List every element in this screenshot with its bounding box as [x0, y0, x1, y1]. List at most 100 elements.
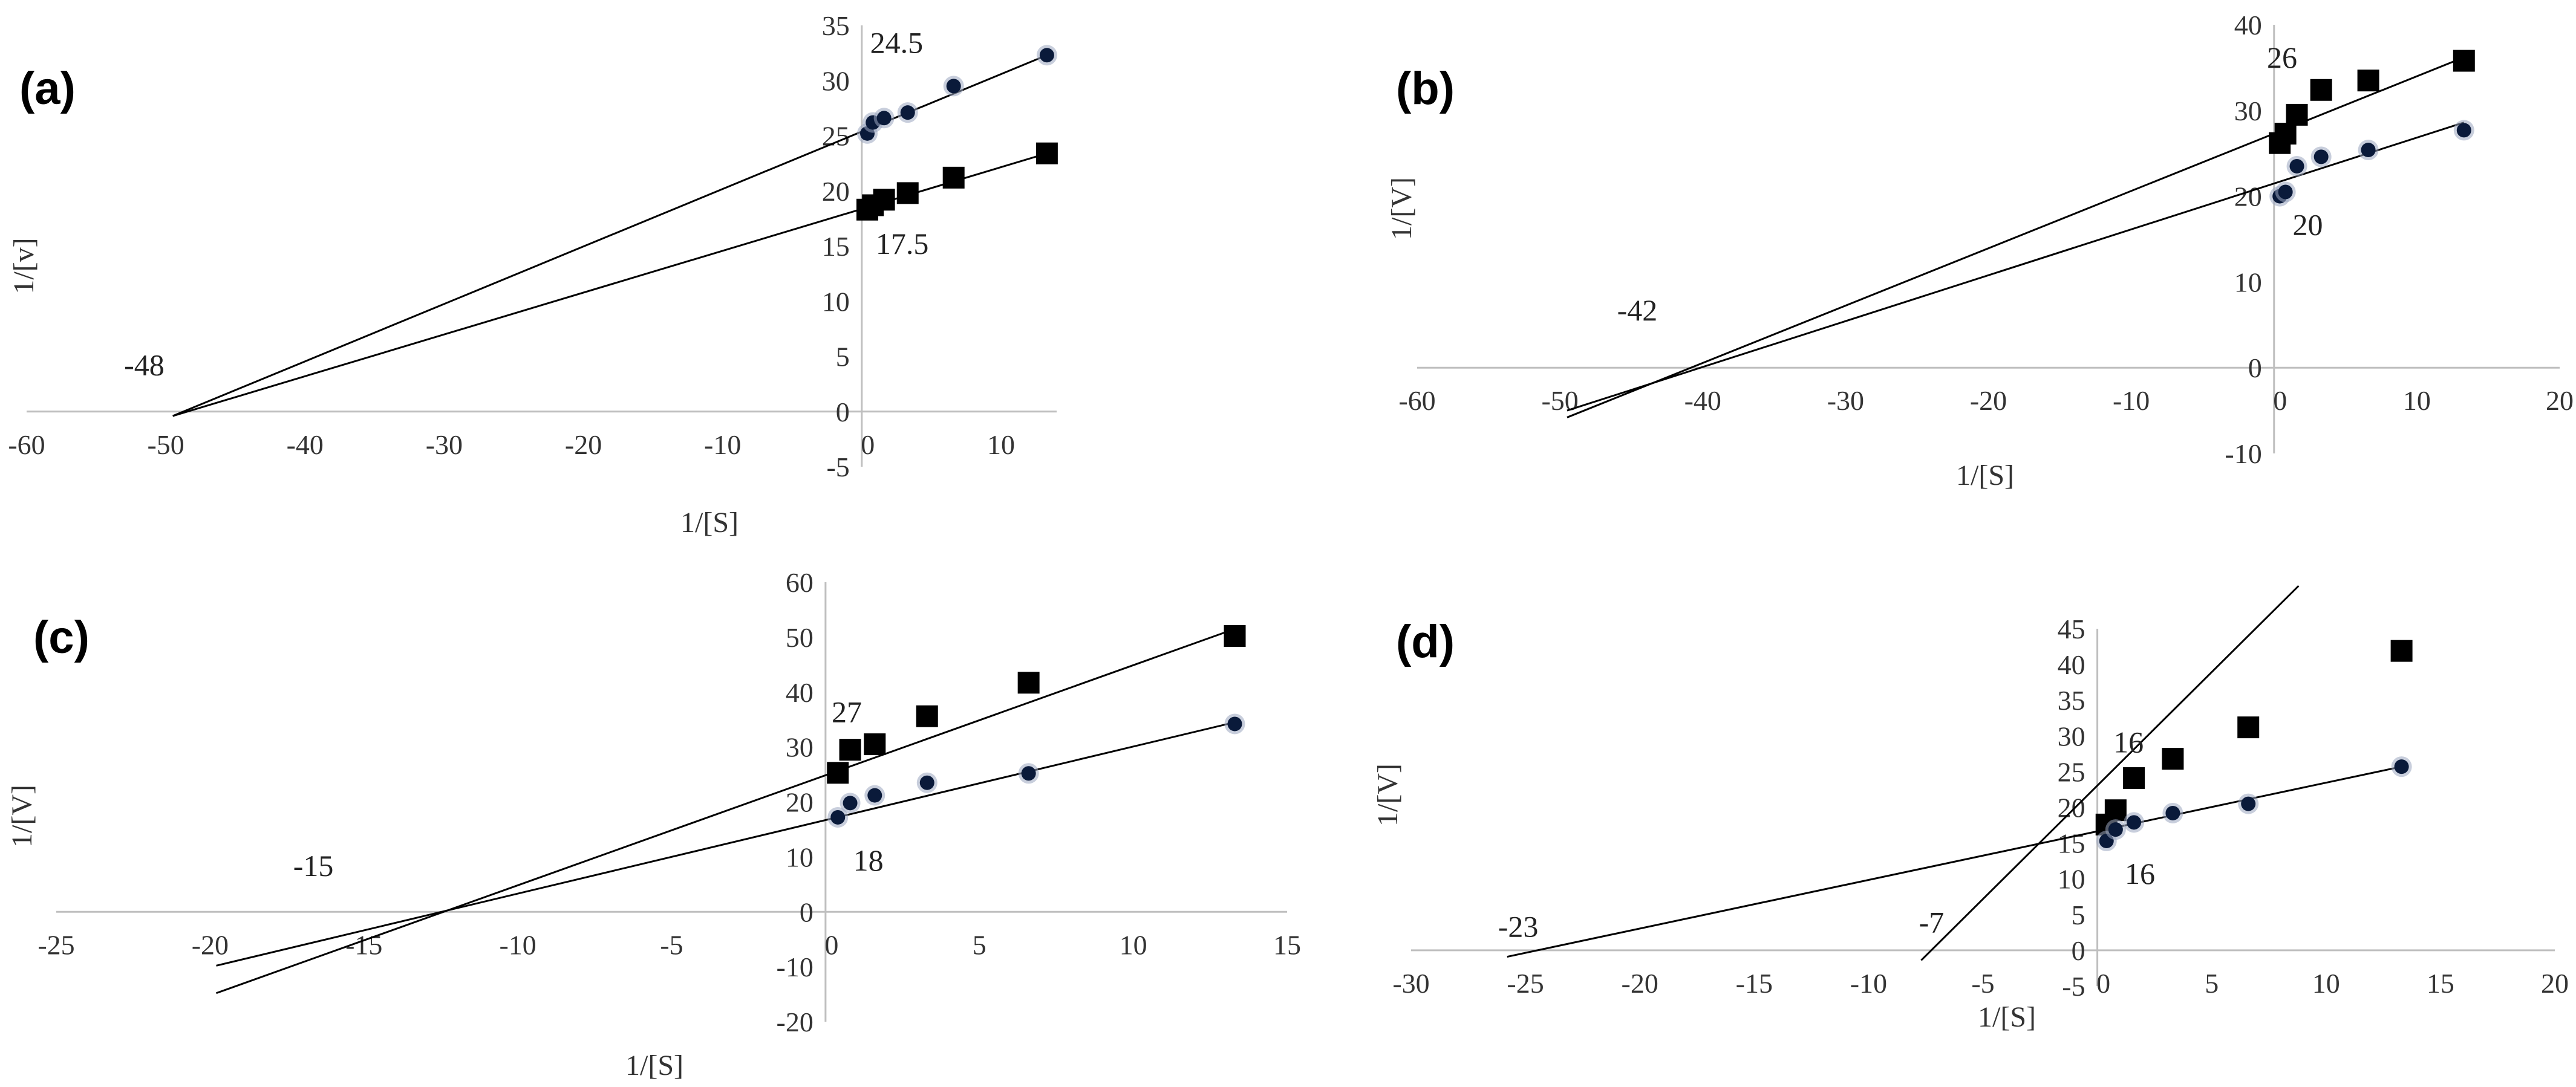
- x-axis-title: 1/[S]: [625, 1050, 683, 1082]
- y-tick-label: 0: [2072, 935, 2085, 966]
- y-tick-label: 35: [2058, 685, 2085, 716]
- x-tick-label: -50: [147, 429, 184, 460]
- y-tick-label: 20: [2058, 793, 2085, 823]
- x-tick-label: 10: [2312, 968, 2340, 999]
- x-tick-label: -10: [704, 429, 741, 460]
- y-tick-label: 15: [822, 231, 850, 262]
- y-tick-label: 30: [2058, 721, 2085, 751]
- y-tick-label: 10: [2058, 864, 2085, 895]
- y-tick-label: -10: [777, 952, 814, 982]
- y-tick-label: 10: [822, 286, 850, 317]
- y-tick-label: 50: [786, 622, 814, 653]
- x-tick-label: 0: [2096, 968, 2110, 999]
- annotation-label: 24.5: [870, 26, 924, 60]
- regression-line: [216, 721, 1235, 967]
- x-tick-label: 0: [861, 429, 875, 460]
- y-tick-label: 0: [2248, 352, 2262, 383]
- y-tick-label: -5: [826, 452, 849, 482]
- y-tick-label: 30: [786, 732, 814, 763]
- y-tick-label: -20: [777, 1007, 814, 1037]
- data-point-circle: [946, 79, 961, 94]
- y-tick-label: 20: [2234, 181, 2262, 212]
- x-axis-title: 1/[S]: [1978, 1001, 2036, 1033]
- regression-line: [1567, 56, 2465, 418]
- y-axis-title: 1/[v]: [8, 238, 40, 294]
- data-point-square: [839, 739, 861, 761]
- data-point-square: [2162, 748, 2184, 770]
- x-tick-label: 10: [2403, 385, 2431, 416]
- y-tick-label: -10: [2225, 438, 2261, 469]
- x-tick-label: -10: [2113, 385, 2150, 416]
- data-point-square: [942, 166, 965, 189]
- panel-label: (c): [33, 612, 90, 663]
- x-tick-label: -10: [1850, 968, 1887, 999]
- y-tick-label: 40: [786, 677, 814, 708]
- y-tick-label: 20: [822, 176, 850, 207]
- data-point-square: [896, 182, 919, 204]
- annotation-label: -42: [1617, 293, 1658, 327]
- panel-label: (b): [1396, 63, 1455, 114]
- data-point-square: [1035, 142, 1058, 164]
- data-point-circle: [2278, 184, 2293, 200]
- x-tick-label: -40: [1684, 385, 1721, 416]
- y-tick-label: 0: [800, 897, 814, 927]
- y-axis-title: 1/[V]: [6, 785, 38, 848]
- y-tick-label: 35: [822, 10, 850, 41]
- panel-label: (a): [19, 63, 76, 114]
- x-tick-label: -10: [499, 929, 536, 960]
- annotation-label: 16: [2125, 857, 2155, 891]
- data-point-square: [827, 762, 849, 784]
- annotation-label: -48: [124, 348, 165, 382]
- x-axis-title: 1/[S]: [680, 507, 739, 539]
- y-tick-label: 0: [836, 397, 850, 427]
- data-point-square: [2390, 640, 2413, 662]
- x-tick-label: -60: [1398, 385, 1435, 416]
- y-tick-label: 5: [836, 342, 850, 372]
- y-tick-label: -5: [2062, 971, 2085, 1002]
- x-tick-label: -20: [192, 929, 229, 960]
- x-tick-label: -25: [37, 929, 74, 960]
- data-point-square: [2357, 70, 2379, 92]
- y-tick-label: 40: [2234, 10, 2262, 41]
- annotation-label: 18: [853, 843, 884, 877]
- data-point-circle: [1021, 766, 1036, 781]
- y-tick-label: 5: [2072, 900, 2085, 930]
- data-point-circle: [1227, 716, 1242, 732]
- data-point-circle: [2165, 805, 2180, 820]
- data-point-square: [864, 733, 886, 756]
- x-tick-label: 20: [2541, 968, 2569, 999]
- x-tick-label: 0: [824, 929, 838, 960]
- regression-line: [1567, 122, 2465, 412]
- data-point-square: [2274, 123, 2297, 145]
- panel-d: -30 -25 -20 -15 -10 -5 0 5 10 15 20 -5 0 5 10 15 20 25 30 3…: [1372, 585, 2569, 1033]
- data-point-circle: [2108, 822, 2123, 837]
- data-point-square: [2453, 50, 2475, 72]
- data-point-square: [2237, 716, 2260, 739]
- x-tick-label: 15: [2427, 968, 2454, 999]
- data-point-circle: [900, 105, 915, 120]
- data-point-circle: [2394, 759, 2409, 774]
- x-tick-label: -30: [1392, 968, 1429, 999]
- y-tick-label: 30: [822, 65, 850, 96]
- data-point-circle: [867, 788, 882, 803]
- data-point-square: [873, 189, 895, 211]
- regression-line: [1920, 585, 2300, 961]
- annotation-label: 27: [832, 695, 862, 729]
- data-point-square: [2123, 767, 2145, 790]
- x-tick-label: -60: [8, 429, 45, 460]
- y-tick-label: 25: [2058, 756, 2085, 787]
- data-point-circle: [2289, 158, 2304, 174]
- annotation-label: -15: [293, 849, 334, 883]
- data-point-circle: [1039, 48, 1054, 63]
- y-tick-label: 30: [2234, 96, 2262, 126]
- data-point-circle: [2361, 143, 2376, 158]
- x-tick-label: 10: [987, 429, 1015, 460]
- y-tick-label: 20: [786, 787, 814, 818]
- x-tick-label: -15: [1736, 968, 1773, 999]
- data-point-square: [2310, 79, 2332, 101]
- x-tick-label: -20: [1970, 385, 2007, 416]
- y-tick-label: 45: [2058, 614, 2085, 644]
- data-point-circle: [843, 796, 858, 811]
- y-axis-title: 1/[V]: [1372, 764, 1404, 826]
